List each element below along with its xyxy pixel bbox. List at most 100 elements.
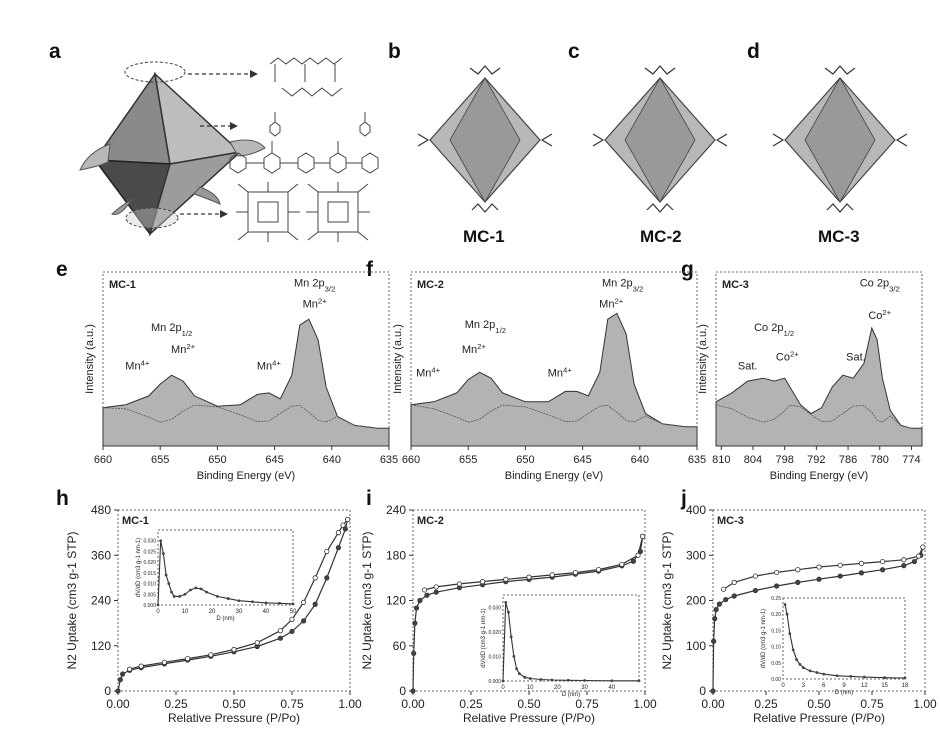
inset-point [194,586,197,589]
inset-x-tick-label: 50 [290,609,297,615]
cage-schematic [70,52,400,262]
adsorption-point [414,606,418,610]
y-tick-label: 180 [386,548,406,562]
panel-letter-e: e [56,258,68,282]
y-axis-label: Intensity (a.u.) [392,324,404,394]
sample-label: MC-1 [109,279,136,291]
inset-point [238,599,241,602]
adsorption-point [714,607,718,611]
x-tick-label: 660 [402,454,420,466]
inset-x-tick-label: 20 [209,609,216,615]
inset-y-tick-label: 0.000 [143,603,156,609]
inset-point [216,595,219,598]
peak-annotation: Sat. [846,351,866,363]
inset-point [504,601,507,604]
peak-annotation-sup: 2+ [477,342,486,351]
x-tick-label: 1.00 [913,697,937,711]
desorption-point [732,580,736,584]
adsorption-point [817,577,821,581]
inset-point [518,672,521,675]
vertex-highlight-bottom [126,208,178,228]
inset-x-tick-label: 30 [236,609,243,615]
desorption-point [550,573,554,577]
peak-annotation-sub: 3/2 [889,284,900,293]
inset-y-tick-label: 0.005 [143,592,156,598]
adsorption-point [411,689,415,693]
adsorption-point [116,689,120,693]
desorption-point [504,577,508,581]
inset-y-tick-label: 0.00 [771,677,781,683]
adsorption-point [711,689,715,693]
inset-point [205,591,208,594]
x-axis-label: Binding Energy (eV) [197,470,295,482]
peak-annotation: Mn4+ [548,365,573,380]
inset-point [883,676,886,679]
sample-label: MC-3 [722,279,749,291]
inset-y-tick-label: 0.25 [771,596,781,602]
structure-label-mc3: MC-3 [818,227,860,247]
y-tick-label: 360 [91,548,111,562]
inset-point [610,679,613,682]
desorption-point [162,660,166,664]
desorption-point [916,554,920,558]
inset-point [159,539,162,542]
desorption-point [232,647,236,651]
inset-x-tick-label: 20 [554,685,561,691]
desorption-point [640,534,644,538]
inset-point [792,648,795,651]
inset-point [567,679,570,682]
cage-structure-mc2 [585,60,735,220]
inset-x-axis-label: D (nm) [835,690,853,696]
x-tick-label: 655 [459,454,477,466]
desorption-line [425,536,643,590]
inset-x-tick-label: 9 [842,683,846,689]
inset-y-tick-label: 0.010 [143,582,156,588]
sample-label: MC-2 [417,515,444,527]
peak-annotation: Mn2+ [462,342,487,357]
inset-y-tick-label: 0.05 [771,661,781,667]
peak-annotation-sup: 2+ [614,296,623,305]
inset-point [529,677,532,680]
x-tick-label: 792 [807,454,825,466]
x-tick-label: 0.50 [222,697,246,711]
peak-annotation-sub: 3/2 [633,284,644,293]
y-tick-label: 0 [104,684,111,698]
xps-chart-mc3: 810804798792786780774Binding Energy (eV)… [688,264,928,489]
desorption-point [774,570,778,574]
peak-annotation: Co 2p1/2 [754,322,794,338]
x-tick-label: 0.50 [807,697,831,711]
peak-annotation: Mn 2p3/2 [602,278,643,294]
inset-point [523,676,526,679]
desorption-point [796,568,800,572]
inset-x-tick-label: 15 [881,683,888,689]
x-tick-label: 660 [94,454,112,466]
inset-point [292,603,295,606]
x-tick-label: 650 [208,454,226,466]
adsorption-point [325,576,329,580]
adsorption-point [425,593,429,597]
inset-y-tick-label: 0.010 [488,654,501,660]
inset-point [799,663,802,666]
adsorption-point [912,559,916,563]
desorption-point [457,582,461,586]
inset-point [251,600,254,603]
inset-point [512,655,515,658]
peak-annotation: Mn 2p3/2 [294,278,335,294]
peak-annotation-sub: 3/2 [325,284,336,293]
x-axis-label: Relative Pressure (P/Po) [463,711,595,725]
adsorption-point [732,594,736,598]
inset-point [849,675,852,678]
peak-annotation: Co2+ [868,308,891,323]
adsorption-point [711,639,715,643]
panel-letter-a: a [49,40,61,64]
peak-annotation-sup: 2+ [882,308,891,317]
inset-point [227,597,230,600]
xps-chart-mc2: 660655650645640635Binding Energy (eV)Int… [383,264,703,489]
metal-cluster-icon [236,182,370,242]
inset-point [904,677,907,680]
peak-annotation: Mn4+ [125,358,150,373]
x-tick-label: 655 [151,454,169,466]
adsorption-point [290,629,294,633]
x-axis-label: Relative Pressure (P/Po) [168,711,300,725]
adsorption-point [796,580,800,584]
